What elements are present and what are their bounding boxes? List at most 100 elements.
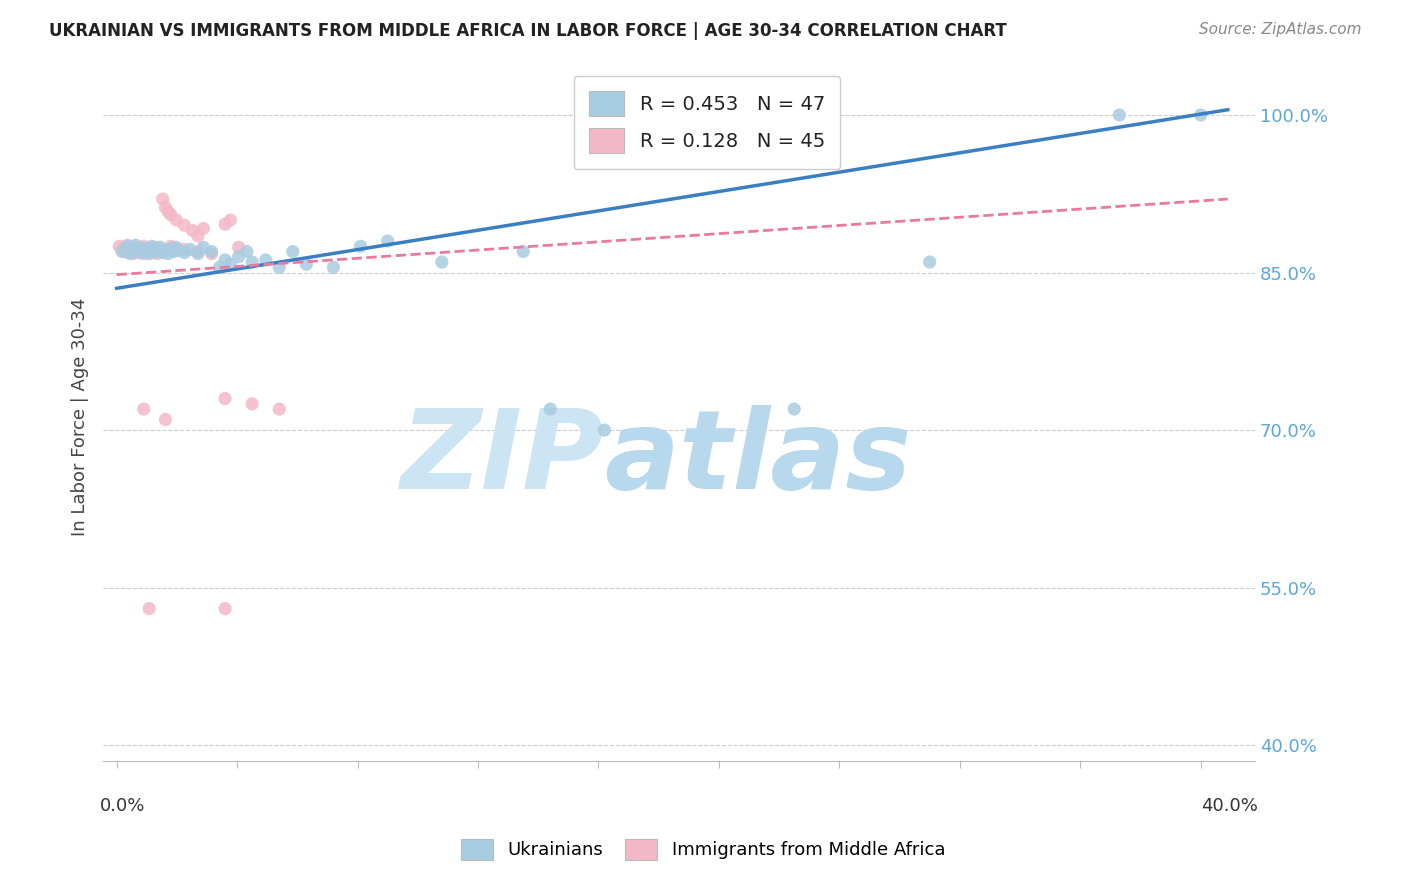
Text: 0.0%: 0.0%: [100, 797, 145, 814]
Point: [124, 240, 146, 254]
Point: [181, 223, 204, 237]
Point: [160, 241, 183, 255]
Point: [155, 201, 177, 215]
Point: [173, 245, 195, 260]
Point: [200, 244, 222, 259]
Legend: R = 0.453   N = 47, R = 0.128   N = 45: R = 0.453 N = 47, R = 0.128 N = 45: [574, 76, 841, 169]
Point: [167, 244, 190, 258]
Point: [349, 239, 371, 253]
Text: UKRAINIAN VS IMMIGRANTS FROM MIDDLE AFRICA IN LABOR FORCE | AGE 30-34 CORRELATIO: UKRAINIAN VS IMMIGRANTS FROM MIDDLE AFRI…: [49, 22, 1007, 40]
Point: [1108, 108, 1130, 122]
Text: atlas: atlas: [605, 405, 911, 512]
Point: [127, 245, 149, 260]
Point: [322, 260, 344, 275]
Point: [269, 260, 291, 275]
Y-axis label: In Labor Force | Age 30-34: In Labor Force | Age 30-34: [72, 298, 89, 536]
Point: [138, 601, 160, 615]
Point: [114, 244, 136, 259]
Point: [120, 246, 142, 260]
Point: [219, 213, 242, 227]
Point: [155, 244, 177, 258]
Point: [129, 243, 152, 257]
Point: [281, 244, 304, 259]
Point: [132, 246, 155, 260]
Text: 40.0%: 40.0%: [1202, 797, 1258, 814]
Point: [512, 244, 534, 259]
Point: [214, 601, 236, 615]
Point: [135, 244, 157, 259]
Point: [214, 217, 236, 231]
Point: [117, 239, 139, 253]
Text: ZIP: ZIP: [401, 405, 605, 512]
Point: [129, 245, 152, 260]
Point: [918, 255, 941, 269]
Point: [187, 244, 209, 259]
Point: [120, 245, 142, 260]
Point: [200, 246, 222, 260]
Point: [160, 239, 183, 253]
Point: [783, 402, 806, 417]
Point: [157, 246, 180, 260]
Point: [132, 239, 155, 253]
Point: [160, 208, 183, 222]
Point: [108, 239, 131, 253]
Point: [228, 240, 250, 254]
Point: [219, 257, 242, 271]
Point: [162, 244, 184, 259]
Point: [141, 239, 163, 253]
Point: [122, 246, 145, 260]
Point: [214, 252, 236, 267]
Point: [157, 204, 180, 219]
Point: [240, 255, 263, 269]
Point: [187, 228, 209, 243]
Point: [149, 240, 172, 254]
Point: [127, 244, 149, 258]
Point: [208, 260, 231, 275]
Point: [149, 244, 172, 259]
Point: [146, 244, 169, 259]
Point: [593, 423, 616, 437]
Point: [124, 238, 146, 252]
Point: [132, 402, 155, 417]
Point: [236, 244, 259, 259]
Point: [117, 238, 139, 252]
Point: [193, 240, 215, 254]
Point: [179, 243, 201, 257]
Point: [377, 234, 399, 248]
Point: [155, 412, 177, 426]
Point: [143, 245, 166, 260]
Point: [214, 392, 236, 406]
Point: [165, 240, 187, 254]
Point: [122, 244, 145, 258]
Point: [152, 192, 174, 206]
Point: [146, 246, 169, 260]
Point: [138, 246, 160, 260]
Point: [124, 244, 146, 259]
Point: [254, 252, 277, 267]
Point: [127, 241, 149, 255]
Point: [122, 243, 145, 257]
Point: [269, 402, 291, 417]
Point: [193, 221, 215, 235]
Text: Source: ZipAtlas.com: Source: ZipAtlas.com: [1198, 22, 1361, 37]
Point: [228, 250, 250, 264]
Point: [120, 241, 142, 255]
Point: [173, 243, 195, 257]
Point: [173, 219, 195, 233]
Point: [187, 246, 209, 260]
Point: [240, 397, 263, 411]
Point: [295, 257, 318, 271]
Legend: Ukrainians, Immigrants from Middle Africa: Ukrainians, Immigrants from Middle Afric…: [453, 831, 953, 867]
Point: [132, 241, 155, 255]
Point: [111, 243, 134, 257]
Point: [165, 213, 187, 227]
Point: [538, 402, 561, 417]
Point: [135, 244, 157, 259]
Point: [138, 241, 160, 255]
Point: [1189, 108, 1212, 122]
Point: [143, 243, 166, 257]
Point: [141, 244, 163, 258]
Point: [111, 244, 134, 259]
Point: [430, 255, 453, 269]
Point: [146, 240, 169, 254]
